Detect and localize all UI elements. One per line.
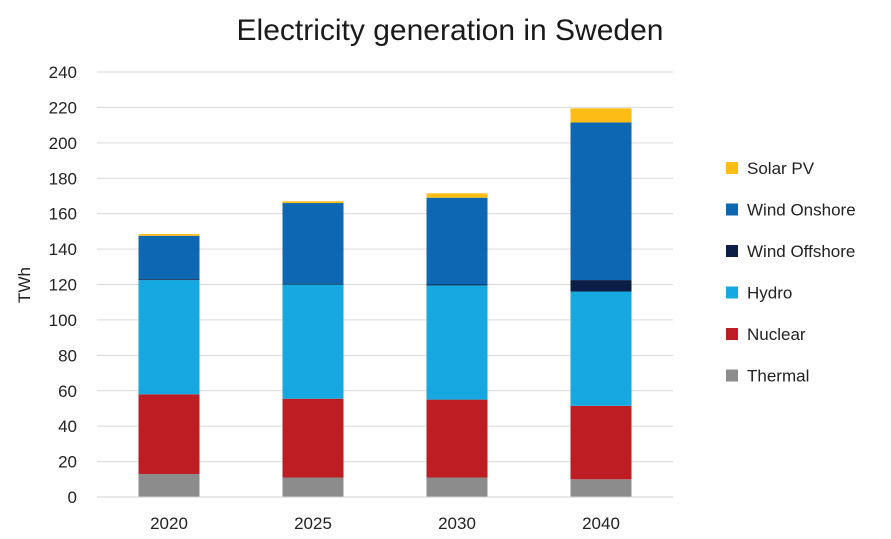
legend-swatch	[726, 286, 738, 299]
legend-swatch	[726, 245, 738, 257]
legend-label: Nuclear	[747, 325, 806, 344]
bar-segment	[426, 197, 488, 285]
bar-segment	[426, 399, 488, 478]
y-tick-label: 160	[49, 205, 77, 224]
y-tick-label: 60	[58, 382, 77, 401]
bar-segment	[138, 280, 200, 395]
y-tick-label: 40	[58, 417, 77, 436]
bar-segment	[570, 108, 632, 123]
y-axis-title: TWh	[15, 267, 34, 303]
legend-label: Solar PV	[747, 159, 815, 178]
bar-segment	[282, 201, 344, 204]
x-tick-label: 2020	[150, 514, 188, 533]
bar-segment	[138, 473, 200, 497]
y-tick-label: 100	[49, 311, 77, 330]
bar-segment	[426, 284, 488, 286]
bar-segment	[426, 477, 488, 497]
x-tick-label: 2040	[582, 514, 620, 533]
bar-segment	[138, 279, 200, 281]
bar-segment	[426, 193, 488, 198]
y-tick-label: 140	[49, 240, 77, 259]
legend: Solar PV Wind Onshore Wind Offshore Hydro Nu…	[726, 159, 856, 386]
x-tick-label: 2025	[294, 514, 332, 533]
bar-segment	[570, 291, 632, 406]
legend-label: Wind Onshore	[747, 201, 856, 220]
bar-segment	[138, 235, 200, 280]
legend-label: Thermal	[747, 367, 809, 386]
bar-segment	[282, 283, 344, 285]
legend-swatch	[726, 328, 738, 340]
bar-segment	[426, 285, 488, 400]
bar-segment	[138, 234, 200, 236]
bar-segment	[282, 284, 344, 399]
x-tick-label: 2030	[438, 514, 476, 533]
legend-label: Wind Offshore	[747, 242, 855, 261]
bar-segment	[570, 122, 632, 281]
legend-swatch	[726, 203, 738, 216]
legend-label: Hydro	[747, 284, 792, 303]
legend-swatch	[726, 369, 738, 382]
bars	[138, 108, 632, 497]
y-axis-ticks: 0 20 40 60 80 100 120 140 160 180 200 220 240	[49, 63, 77, 507]
bar-segment	[570, 479, 632, 497]
bar-segment	[570, 280, 632, 292]
legend-swatch	[726, 162, 738, 174]
bar-segment	[570, 405, 632, 480]
bar-segment	[138, 394, 200, 474]
bar-segment	[282, 203, 344, 284]
bar-segment	[282, 398, 344, 478]
y-tick-label: 0	[68, 488, 77, 507]
y-tick-label: 200	[49, 134, 77, 153]
bar-segment	[282, 477, 344, 497]
y-tick-label: 20	[58, 453, 77, 472]
x-axis-ticks: 2020 2025 2030 2040	[150, 514, 620, 533]
y-tick-label: 240	[49, 63, 77, 82]
y-tick-label: 220	[49, 98, 77, 117]
y-tick-label: 180	[49, 169, 77, 188]
y-tick-label: 80	[58, 346, 77, 365]
y-tick-label: 120	[49, 276, 77, 295]
chart-title: Electricity generation in Sweden	[237, 14, 664, 47]
